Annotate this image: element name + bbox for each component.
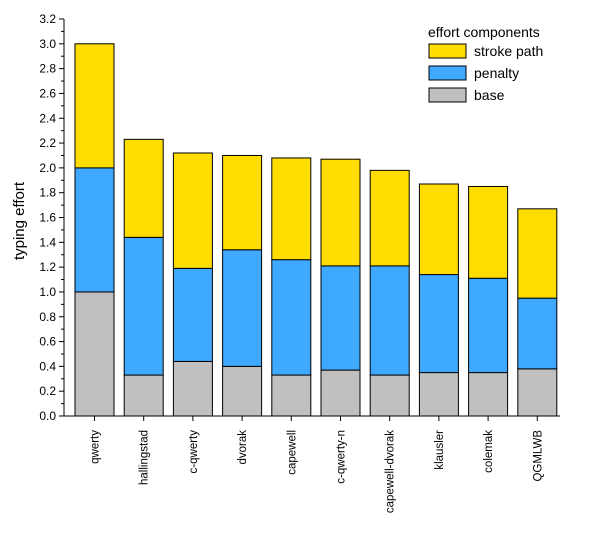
bar-penalty-capewell-dvorak: [369, 265, 410, 376]
bar-base-capewell: [271, 374, 312, 417]
x-tick-label-dvorak: dvorak: [237, 430, 249, 465]
y-tick-label: 0.6: [39, 335, 56, 349]
x-tick-label-qwerty: qwerty: [90, 430, 102, 464]
bar-penalty-c-qwerty: [172, 267, 213, 362]
bar-base-c-qwerty: [172, 360, 213, 417]
y-tick-label: 0.8: [39, 310, 56, 324]
legend-label-stroke-path: stroke path: [474, 43, 543, 59]
bar-penalty-capewell: [271, 259, 312, 376]
bar-stroke-path-klausler: [418, 183, 459, 276]
y-tick-label: 0.4: [39, 359, 56, 373]
y-tick-label: 2.2: [39, 136, 56, 150]
y-tick-label: 1.4: [39, 235, 56, 249]
x-tick-label-hallingstad: hallingstad: [139, 430, 151, 485]
x-tick-label-capewell: capewell: [286, 430, 298, 475]
x-tick-label-klausler: klausler: [434, 430, 446, 470]
bar-penalty-dvorak: [222, 249, 263, 367]
y-tick-label: 2.8: [39, 62, 56, 76]
bar-penalty-klausler: [418, 274, 459, 374]
x-tick-label-c-qwerty: c-qwerty: [188, 430, 200, 474]
y-tick-label: 1.8: [39, 186, 56, 200]
axes-layer: qwerty hallingstad c-qwerty dvorak capewell c…: [39, 12, 560, 513]
legend-swatch-penalty: [428, 65, 467, 81]
x-tick-label-c-qwerty-n: c-qwerty-n: [336, 430, 348, 484]
bar-penalty-c-qwerty-n: [320, 265, 361, 371]
bar-base-hallingstad: [123, 374, 164, 417]
y-tick-label: 0.0: [39, 409, 56, 423]
y-tick-label: 2.4: [39, 111, 56, 125]
y-tick-label: 2.6: [39, 86, 56, 100]
x-tick-label-colemak: colemak: [483, 430, 495, 473]
y-tick-label: 1.6: [39, 211, 56, 225]
bar-penalty-colemak: [468, 277, 509, 374]
bar-stroke-path-qwerty: [74, 43, 115, 169]
bar-base-qgmlwb: [517, 368, 558, 417]
legend-title: effort components: [428, 24, 540, 40]
y-axis-title: typing effort: [11, 181, 28, 260]
bar-stroke-path-c-qwerty: [172, 152, 213, 269]
bar-base-klausler: [418, 372, 459, 417]
legend-swatch-base: [428, 87, 467, 103]
y-tick-label: 2.0: [39, 161, 56, 175]
y-tick-label: 1.2: [39, 260, 56, 274]
bar-stroke-path-c-qwerty-n: [320, 158, 361, 267]
bar-base-dvorak: [222, 365, 263, 417]
bar-stroke-path-colemak: [468, 185, 509, 279]
bar-base-capewell-dvorak: [369, 374, 410, 417]
y-tick-label: 1.0: [39, 285, 56, 299]
y-tick-label: 3.0: [39, 37, 56, 51]
bar-stroke-path-dvorak: [222, 154, 263, 251]
legend-label-base: base: [474, 87, 505, 103]
bar-stroke-path-capewell-dvorak: [369, 169, 410, 267]
legend-swatch-stroke-path: [428, 43, 467, 59]
bar-stroke-path-capewell: [271, 157, 312, 261]
bar-penalty-hallingstad: [123, 236, 164, 376]
x-tick-label-qgmlwb: QGMLWB: [532, 430, 544, 482]
legend-label-penalty: penalty: [474, 65, 519, 81]
bar-penalty-qwerty: [74, 167, 115, 293]
bar-stroke-path-hallingstad: [123, 138, 164, 238]
bar-base-colemak: [468, 372, 509, 417]
bar-stroke-path-qgmlwb: [517, 208, 558, 299]
y-tick-label: 3.2: [39, 12, 56, 26]
x-tick-label-capewell-dvorak: capewell-dvorak: [385, 430, 397, 513]
y-tick-label: 0.2: [39, 384, 56, 398]
bar-base-c-qwerty-n: [320, 369, 361, 417]
legend: effort components stroke path penalty base: [428, 24, 543, 103]
bar-base-qwerty: [74, 291, 115, 417]
bars-layer: [74, 43, 558, 417]
bar-penalty-qgmlwb: [517, 297, 558, 370]
